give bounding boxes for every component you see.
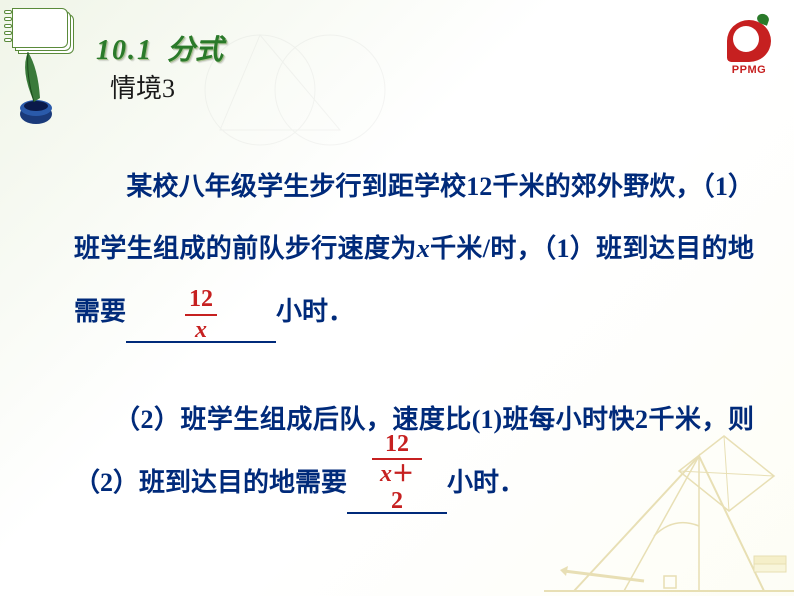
logo-text: PPMG [724,64,774,76]
paragraph-1: 某校八年级学生步行到距学校12千米的郊外野炊，（1）班学生组成的前队步行速度为x… [74,156,754,343]
blank-1: 12x [126,311,276,343]
var-x-1: x [417,234,430,263]
frac2-denominator: x＋2 [372,460,422,514]
p1-t4: 小时． [276,297,354,326]
p1-t1: 某校八年级学生步行到距学校 [126,172,466,201]
frac2-den-x: x [380,461,392,487]
frac2-den-n: 2 [391,488,403,514]
fraction-1: 12x [185,286,217,343]
quill-ink-decor [10,50,70,130]
section-number: 10.1 [96,35,153,66]
blank-2: 12x＋2 [347,482,447,514]
logo-swirl-icon [727,20,771,62]
subtitle: 情境3 [110,68,175,105]
corner-geometry-decor [514,416,794,596]
section-name: 分式 [167,35,223,66]
section-title: 10.1 分式 [96,28,223,68]
frac2-numerator: 12 [372,431,422,460]
ppmg-logo: PPMG [724,20,774,80]
distance-value: 12 [466,172,492,201]
frac1-numerator: 12 [185,286,217,315]
frac1-denominator: x [185,316,217,343]
frac2-den-plus: ＋ [392,461,414,486]
fraction-2: 12x＋2 [372,431,422,514]
